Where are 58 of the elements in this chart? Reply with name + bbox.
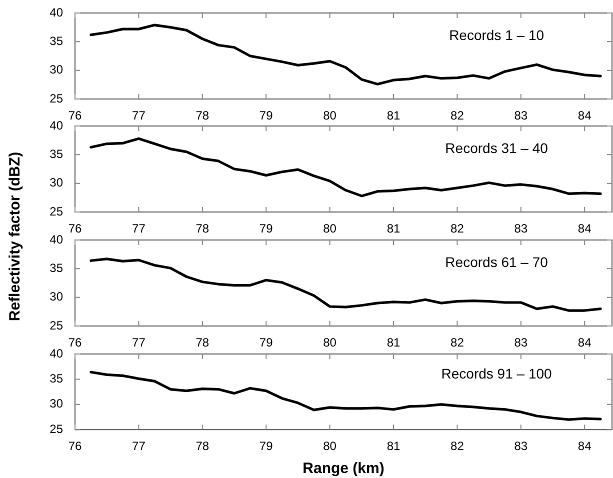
- y-tick-label: 35: [50, 34, 64, 48]
- annotation: Records 91 – 100: [441, 365, 552, 382]
- y-tick-label: 25: [50, 422, 64, 436]
- x-tick-label: 81: [386, 108, 400, 123]
- y-tick-label: 35: [50, 372, 64, 386]
- y-tick-label: 40: [50, 5, 64, 20]
- y-tick-label: 35: [50, 260, 64, 275]
- x-tick-label: 81: [386, 336, 400, 350]
- x-tick-label: 83: [514, 108, 528, 123]
- x-tick-label: 77: [132, 222, 146, 236]
- annotation: Records 61 – 70: [445, 254, 548, 270]
- x-tick-label: 80: [323, 108, 337, 123]
- x-tick-label: 79: [259, 439, 274, 454]
- y-tick-label: 30: [50, 176, 64, 190]
- x-tick-label: 84: [578, 336, 592, 350]
- y-tick-label: 35: [50, 146, 64, 161]
- x-tick-label: 79: [259, 222, 274, 236]
- y-tick-label: 40: [50, 118, 64, 132]
- x-tick-label: 76: [68, 222, 82, 236]
- x-tick-label: 77: [132, 439, 146, 454]
- annotation: Records 1 – 10: [449, 27, 544, 44]
- x-tick-label: 80: [323, 336, 337, 350]
- y-axis-title: Reflectivity factor (dBZ): [6, 150, 24, 324]
- x-tick-label: 76: [68, 336, 82, 350]
- y-tick-label: 30: [50, 290, 64, 304]
- x-tick-label: 82: [450, 336, 464, 350]
- x-axis-title: Range (km): [302, 460, 384, 478]
- x-tick-label: 84: [578, 439, 592, 454]
- x-tick-label: 82: [450, 108, 464, 123]
- x-tick-label: 84: [578, 108, 592, 123]
- y-tick-label: 25: [50, 91, 64, 106]
- x-tick-label: 80: [323, 222, 337, 236]
- x-tick-label: 78: [196, 222, 210, 236]
- x-tick-label: 76: [68, 108, 82, 123]
- x-tick-label: 84: [578, 222, 592, 236]
- x-tick-label: 81: [386, 439, 400, 454]
- y-tick-label: 30: [50, 62, 64, 77]
- x-tick-label: 79: [259, 108, 274, 123]
- x-tick-label: 77: [132, 108, 146, 123]
- y-tick-label: 40: [50, 232, 64, 246]
- x-tick-label: 83: [514, 336, 528, 350]
- x-tick-label: 83: [514, 439, 528, 454]
- annotation: Records 31 – 40: [445, 140, 548, 156]
- x-tick-label: 78: [196, 439, 210, 454]
- x-tick-label: 78: [196, 336, 210, 350]
- x-tick-label: 82: [450, 222, 464, 236]
- y-tick-label: 25: [50, 318, 64, 332]
- x-tick-label: 83: [514, 222, 528, 236]
- x-tick-label: 78: [196, 108, 210, 123]
- y-tick-label: 30: [50, 396, 64, 411]
- x-tick-label: 80: [323, 439, 337, 454]
- y-tick-label: 40: [50, 346, 64, 360]
- x-tick-label: 79: [259, 336, 274, 350]
- x-tick-label: 82: [450, 439, 464, 454]
- x-tick-label: 77: [132, 336, 146, 350]
- x-tick-label: 81: [386, 222, 400, 236]
- y-tick-label: 25: [50, 204, 64, 218]
- x-tick-label: 76: [68, 439, 82, 454]
